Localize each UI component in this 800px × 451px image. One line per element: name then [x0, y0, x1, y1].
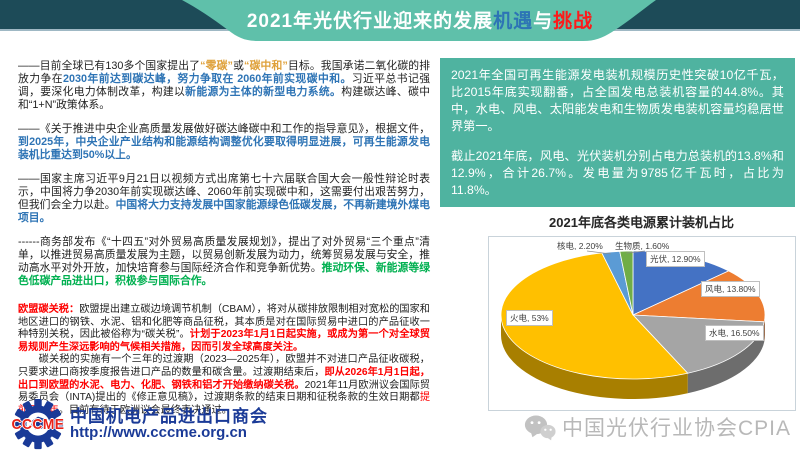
text-segment: 机遇 [493, 11, 534, 32]
text-segment: 构建碳达峰、碳中和“1+N”政策体系。 [18, 86, 431, 111]
text-segment: ——《关于推进中央企业高质量发展做好碳达峰碳中和工作的指导意见》，根据文件， [18, 123, 430, 135]
pie-chart [500, 250, 766, 399]
pie-label: 火电, 53% [506, 310, 553, 326]
text-segment: 到2025年，中央企业产业结构和能源结构调整优化要取得明显进展，可再生能源发电装… [18, 136, 430, 161]
policy-paragraph: ——国家主席习近平9月21日以视频方式出席第七十六届联合国大会一般性辩论时表示，… [18, 173, 430, 225]
left-column: ——目前全球已有130多个国家提出了“零碳”或“碳中和”目标。我国承诺二氧化碳的… [18, 60, 430, 417]
pie-label: 风电, 13.80% [701, 281, 760, 297]
header-banner-shape [182, 0, 656, 41]
highlight-box: 2021年全国可再生能源发电装机规模历史性突破10亿千瓦，比2015年底实现翻番… [440, 58, 795, 207]
org-url: http://www.cccme.org.cn [70, 424, 247, 441]
gear-icon [12, 399, 64, 450]
label-leader-line [586, 250, 611, 255]
pie-slice [500, 252, 689, 380]
pie-label: 水电, 16.50% [705, 325, 764, 341]
pie-label: 光伏, 12.90% [646, 251, 705, 267]
text-segment: 2021年光伏行业迎来的发展 [246, 11, 494, 32]
logo-acronym: CCCME [11, 416, 65, 433]
policy-paragraph: 欧盟碳关税：欧盟提出建立碳边境调节机制（CBAM），将对从碳排放限制相对宽松的国… [18, 304, 430, 354]
pie-chart-panel: 光伏, 12.90% 风电, 13.80% 水电, 16.50% 火电, 53% 核电,… [488, 236, 796, 411]
watermark-text: 中国光伏行业协会CPIA [562, 417, 792, 440]
text-segment: 推动环保、新能源等绿色低碳产品进出口，积极参与国际合作。 [18, 262, 431, 287]
text-segment: 目标。我国承诺二氧化碳的排放力争在 [18, 60, 431, 85]
text-segment: 中国将大力支持发展中国家能源绿色低碳发展，不再新建境外煤电项目。 [18, 199, 431, 224]
text-segment: 新能源为主体的新型电力系统。 [185, 86, 342, 98]
pie-label: 核电, 2.20% [557, 241, 603, 251]
text-segment: 与 [533, 11, 554, 32]
text-segment: ------商务部发布《“十四五”对外贸易高质量发展规划》，提出了对外贸易“三个… [18, 236, 430, 274]
text-segment: “零碳” [200, 60, 233, 72]
wechat-icon [524, 415, 556, 440]
highlight-paragraph: 2021年全国可再生能源发电装机规模历史性突破10亿千瓦，比2015年底实现翻番… [451, 68, 784, 133]
policy-paragraph: ——目前全球已有130多个国家提出了“零碳”或“碳中和”目标。我国承诺二氧化碳的… [18, 60, 430, 112]
pie-slice [619, 250, 634, 316]
text-segment: 计划于2023年1月1日起实施，或成为第一个对全球贸易规则产生深远影响的气候相关… [18, 329, 430, 353]
text-segment: 。目前有待于欧洲议会最终表决通过。 [58, 404, 232, 416]
text-segment: 2030年前达到碳达峰，努力争取在 2060年前实现碳中和。 [63, 73, 352, 85]
label-leader-line [626, 250, 646, 254]
text-segment: 习近平总书记强调，要深化电力体制改革，构建以 [18, 73, 431, 98]
org-name: 中国机电产品进出口商会 [70, 407, 268, 426]
chart-title: 2021年底各类电源累计装机占比 [549, 215, 734, 230]
highlight-paragraph: 截止2021年底，风电、光伏装机分别占电力总装机的13.8%和12.9%，合计2… [451, 149, 784, 197]
policy-paragraph: ——《关于推进中央企业高质量发展做好碳达峰碳中和工作的指导意见》，根据文件，到2… [18, 123, 430, 162]
pie-slice-depth [501, 315, 688, 399]
text-segment: “碳中和” [244, 60, 288, 72]
slide-title: 2021年光伏行业迎来的发展机遇与挑战 [180, 6, 660, 33]
text-segment: 欧盟碳关税： [18, 304, 80, 315]
text-segment: ——国家主席习近平9月21日以视频方式出席第七十六届联合国大会一般性辩论时表示，… [18, 173, 430, 211]
text-segment: 即从2026年1月1日起，出口到欧盟的水泥、电力、化肥、钢铁和铝才开始缴纳碳关税… [18, 366, 431, 391]
text-segment: 挑战 [553, 11, 594, 32]
text-segment: 碳关税的实施有一个三年的过渡期（2023—2025年），欧盟并不对进口产品征收碳… [18, 354, 430, 378]
text-segment: 或 [232, 60, 245, 72]
text-segment: 欧盟提出建立碳边境调节机制（CBAM），将对从碳排放限制相对宽松的国家和地区进口… [18, 304, 430, 341]
policy-paragraph: ------商务部发布《“十四五”对外贸易高质量发展规划》，提出了对外贸易“三个… [18, 236, 430, 288]
cccme-logo: CCCME [6, 399, 70, 451]
pie-slice-depth [687, 321, 765, 394]
text-segment: ——目前全球已有130多个国家提出了 [18, 60, 201, 72]
text-segment: 2021年11月欧洲议会国际贸易委员会（INTA)提出的《修正意见稿》，过渡期条… [18, 379, 430, 404]
pie-label: 生物质, 1.60% [615, 241, 670, 251]
watermark: 中国光伏行业协会CPIA [524, 412, 791, 442]
